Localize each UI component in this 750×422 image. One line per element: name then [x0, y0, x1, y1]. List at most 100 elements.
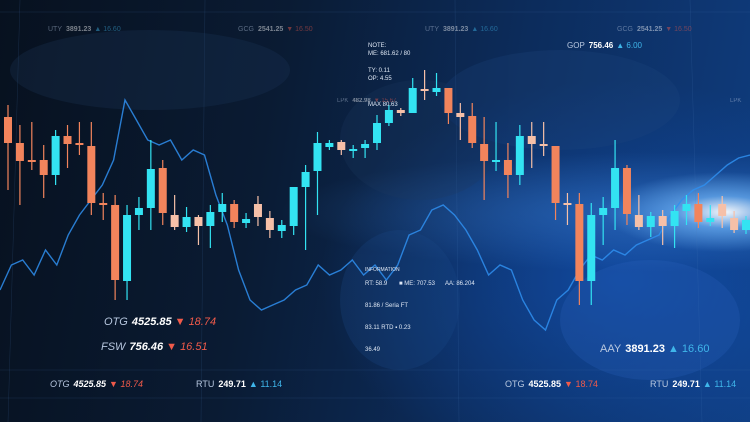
candle — [515, 125, 524, 185]
candle-body — [182, 217, 191, 227]
candle — [75, 122, 84, 155]
candle — [658, 210, 667, 245]
candle — [170, 195, 179, 230]
candle — [563, 193, 572, 225]
candle-body — [27, 160, 36, 162]
candle-body — [39, 160, 48, 175]
candle-body — [75, 143, 84, 145]
candle-body — [146, 169, 155, 208]
world-map-dots — [10, 30, 740, 380]
candle-body — [742, 220, 750, 230]
candle — [349, 145, 358, 158]
candle-body — [444, 88, 453, 113]
candle-body — [527, 136, 536, 144]
price-line — [0, 98, 750, 332]
candle — [313, 132, 322, 215]
ticker-rtu-bottom-left: RTU 249.71 ▲ 11.14 — [196, 379, 283, 389]
candle — [99, 193, 108, 220]
ticker-aay: AAY 3891.23 ▲ 16.60 — [600, 343, 710, 355]
candle-body — [646, 216, 655, 227]
candle-body — [99, 203, 108, 205]
candle-body — [313, 143, 322, 171]
candle — [694, 193, 703, 228]
candle — [134, 197, 143, 230]
ticker-uty-top-right: UTY 3891.23 ▲ 16.60 — [425, 26, 498, 33]
candle — [206, 205, 215, 248]
candle — [622, 165, 631, 225]
candle — [182, 207, 191, 232]
candle — [337, 140, 346, 155]
candle-body — [123, 215, 132, 281]
candle — [15, 125, 24, 205]
candle — [730, 211, 739, 233]
candle — [408, 78, 417, 113]
candle-body — [265, 218, 274, 230]
candle-body — [15, 143, 24, 161]
candle — [492, 122, 501, 171]
grid-line-vertical — [7, 0, 21, 422]
information-rtd: 83.11 RTD ▪ 0.23 — [365, 325, 411, 331]
candle-body — [230, 204, 239, 222]
candle — [146, 140, 155, 230]
candle — [670, 205, 679, 248]
ticker-rtu-bottom-right: RTU 249.71 ▲ 11.14 — [650, 379, 737, 389]
candle-body — [301, 172, 310, 187]
candle-body — [396, 110, 405, 113]
note-ty: TY: 0.11 — [368, 68, 390, 74]
candle — [361, 140, 370, 158]
candle — [384, 105, 393, 126]
candle-body — [253, 204, 262, 217]
candle-body — [4, 117, 12, 143]
candle-body — [361, 144, 370, 148]
candle — [27, 122, 36, 170]
ticker-otg-bottom-left: OTG 4525.85 ▼ 18.74 — [50, 379, 144, 389]
note-me: ME: 681.62 / 80 — [368, 51, 411, 57]
candle — [480, 117, 489, 200]
note-max: MAX 80.63 — [368, 102, 398, 108]
candle-body — [622, 168, 631, 214]
candle-body — [658, 216, 667, 226]
candle-body — [63, 136, 72, 144]
candle-body — [551, 146, 560, 203]
candle — [456, 103, 465, 140]
candle-body — [432, 88, 441, 92]
candle-body — [158, 168, 167, 213]
candle-body — [480, 144, 489, 161]
candle-body — [51, 136, 60, 175]
candle-body — [515, 136, 524, 175]
candle-body — [503, 160, 512, 175]
candle-body — [730, 218, 739, 230]
candle — [158, 160, 167, 225]
ticker-gcg-top-left: GCG 2541.25 ▼ 16.50 — [238, 26, 313, 33]
candle — [373, 115, 381, 150]
candle-body — [539, 144, 548, 146]
candle-body — [456, 113, 465, 117]
candle-body — [87, 146, 96, 203]
candle-body — [111, 205, 120, 280]
candle-body — [611, 168, 620, 208]
candle-body — [206, 212, 215, 226]
candle-body — [170, 215, 179, 227]
candle — [575, 193, 584, 305]
candle — [51, 130, 60, 185]
candle-body — [408, 88, 417, 113]
information-aa: AA: 86.204 — [445, 281, 475, 287]
candle — [646, 212, 655, 237]
candle-body — [289, 187, 298, 226]
information-rt: RT: 58.9 — [365, 281, 388, 287]
candle — [218, 193, 227, 222]
candle-body — [384, 110, 393, 123]
candle-body — [694, 204, 703, 222]
candle — [230, 200, 239, 228]
candle — [242, 213, 251, 228]
candle — [599, 197, 608, 245]
candle — [432, 73, 441, 96]
candle — [539, 122, 548, 156]
candle-body — [682, 204, 691, 211]
candle — [634, 195, 643, 230]
candle — [4, 105, 12, 190]
ticker-fsw: FSW 756.46 ▼ 16.51 — [101, 341, 208, 353]
candle-body — [492, 160, 501, 162]
ticker-gop: GOP 756.46 ▲ 6.00 — [567, 41, 642, 50]
